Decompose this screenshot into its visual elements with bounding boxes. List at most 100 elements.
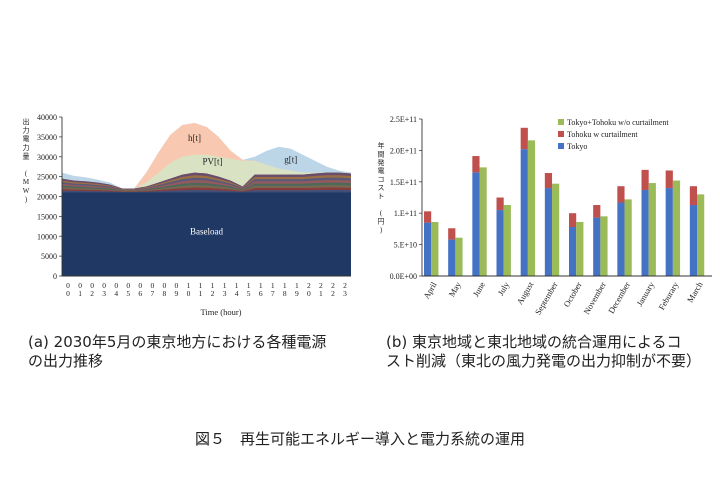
chart-b-bar-tokyo <box>617 202 625 276</box>
chart-a-xtick-label: 1 <box>235 281 239 290</box>
chart-b-xtick-label: December <box>606 280 632 315</box>
chart-a-xtick-label: 1 <box>271 281 275 290</box>
chart-b-bar-combined <box>624 199 632 276</box>
chart-b-bar-tohoku <box>520 127 528 150</box>
chart-a-xtick-label: 1 <box>259 281 263 290</box>
chart-a-ylabel: ( <box>25 170 28 178</box>
chart-b-xtick-label: August <box>514 279 535 306</box>
chart-b-ylabel: 電 <box>378 167 385 175</box>
chart-b-bar-combined <box>431 221 439 276</box>
chart-a-xtick-label: 8 <box>162 289 166 298</box>
chart-a-ytick-label: 35000 <box>37 133 57 142</box>
chart-b-xtick-label: Feburary <box>656 279 680 311</box>
chart-a-xlabel: Time (hour) <box>200 307 241 317</box>
chart-a-ytick-label: 5000 <box>41 252 57 261</box>
chart-b-bar-tokyo <box>496 210 504 276</box>
chart-b-bar-combined <box>527 140 536 276</box>
chart-a-ylabel: 量 <box>23 152 30 160</box>
chart-a-xtick-label: 0 <box>307 289 311 298</box>
chart-a-xtick-label: 0 <box>126 281 130 290</box>
chart-a-label-pv: PV[t] <box>203 157 223 167</box>
chart-a-xtick-label: 7 <box>150 289 154 298</box>
chart-a-ytick-label: 40000 <box>37 113 57 122</box>
chart-a-xtick-label: 2 <box>343 281 347 290</box>
chart-b-bar-tohoku <box>544 173 553 189</box>
chart-a-stripe <box>62 185 351 192</box>
caption-a: (a) 2030年5月の東京地方における各種電源の出力推移 <box>28 333 327 370</box>
chart-a-label-h: h[t] <box>188 133 201 143</box>
chart-a-xtick-label: 5 <box>126 289 130 298</box>
chart-a-xtick-label: 1 <box>247 281 251 290</box>
chart-a-xtick-label: 4 <box>235 289 239 298</box>
chart-b-bar-tokyo <box>641 189 649 276</box>
chart-b-ytick-label: 2.5E+11 <box>390 115 417 124</box>
chart-a-xtick-label: 0 <box>66 289 70 298</box>
chart-a-stripe <box>62 180 351 191</box>
chart-a-ylabel: 力 <box>23 143 30 152</box>
chart-a-xtick-label: 3 <box>223 289 227 298</box>
chart-a-xtick-label: 6 <box>138 289 142 298</box>
chart-b-ylabel: 年 <box>378 141 385 150</box>
chart-b-bar-tokyo <box>569 227 577 276</box>
chart-b-bar-combined <box>600 216 608 276</box>
chart-a-stripe <box>62 172 351 190</box>
chart-b-xtick-label: April <box>421 279 439 300</box>
chart-a-xtick-label: 0 <box>114 281 118 290</box>
chart-a-xtick-label: 2 <box>319 281 323 290</box>
chart-a-ylabel: ) <box>25 195 28 203</box>
chart-a-xtick-label: 1 <box>78 289 82 298</box>
chart-a-stripe <box>62 175 351 190</box>
chart-a-xtick-label: 0 <box>150 281 154 290</box>
chart-b-ylabel: ト <box>378 192 385 200</box>
chart-b-bar-tokyo <box>689 205 698 276</box>
chart-b-legend-label: Tokyo <box>567 142 587 151</box>
chart-a-xtick-label: 2 <box>307 281 311 290</box>
chart-b-xtick-label: March <box>685 279 705 304</box>
chart-b-bar-tokyo <box>424 222 432 276</box>
chart-b-bar-tohoku <box>424 211 432 223</box>
chart-b-xtick-label: July <box>495 279 511 297</box>
chart-b-xtick-label: May <box>446 279 463 298</box>
chart-a-ylabel: 力 <box>23 126 30 135</box>
chart-a-xticks: 0001020304050607080910111213141516171819… <box>66 281 347 298</box>
chart-b-bar-combined <box>455 237 463 276</box>
chart-b-bar-tohoku <box>617 186 625 203</box>
chart-a-ylabel: 電 <box>23 135 30 143</box>
chart-a-xtick-label: 1 <box>199 281 203 290</box>
chart-b-yticks: 0.0E+00 5.E+10 1.E+11 1.5E+11 2.0E+11 2.5E+11 <box>390 115 422 281</box>
chart-b-ylabel: ) <box>380 226 383 234</box>
chart-a-ytick-label: 30000 <box>37 153 57 162</box>
chart-b-bar-tokyo <box>544 188 553 276</box>
chart-a-area-baseload <box>62 192 351 276</box>
chart-a-xtick-label: 7 <box>271 289 275 298</box>
chart-a-ytick-label: 10000 <box>37 232 57 241</box>
chart-b-xtick-label: November <box>581 280 608 316</box>
chart-a-xtick-label: 8 <box>283 289 287 298</box>
chart-b-bar-tohoku <box>689 186 698 206</box>
chart-b-bar-tokyo <box>520 149 528 276</box>
chart-a-xtick-label: 0 <box>175 281 179 290</box>
chart-b-ylabel: 発 <box>378 158 385 167</box>
chart-a-xtick-label: 1 <box>187 281 191 290</box>
chart-b-bar-tohoku <box>496 197 504 211</box>
chart-b-bars <box>424 127 705 276</box>
chart-a-stripe <box>62 177 351 191</box>
chart-a-stripes <box>62 172 351 193</box>
chart-b-legend-label: Tokyo+Tohoku w/o curtailment <box>567 118 669 127</box>
chart-b-legend: Tokyo+Tohoku w/o curtailment Tohoku w cur… <box>558 118 669 151</box>
chart-b-axes <box>421 119 712 277</box>
chart-a-xtick-label: 9 <box>175 289 179 298</box>
chart-a-xtick-label: 2 <box>331 281 335 290</box>
chart-a-label-g: g[t] <box>284 155 297 165</box>
chart-a: 0500010000150002000025000300003500040000… <box>23 113 351 317</box>
chart-b-ytick-label: 0.0E+00 <box>390 272 417 281</box>
chart-b-xtick-label: September <box>533 280 560 317</box>
chart-b-bar-tohoku <box>665 170 673 189</box>
chart-b-xtick-label: October <box>561 280 583 309</box>
chart-a-xtick-label: 1 <box>211 281 215 290</box>
chart-b-ylabel: ス <box>378 184 385 192</box>
chart-a-stripe <box>62 187 351 193</box>
chart-b-bar-tokyo <box>665 188 673 276</box>
